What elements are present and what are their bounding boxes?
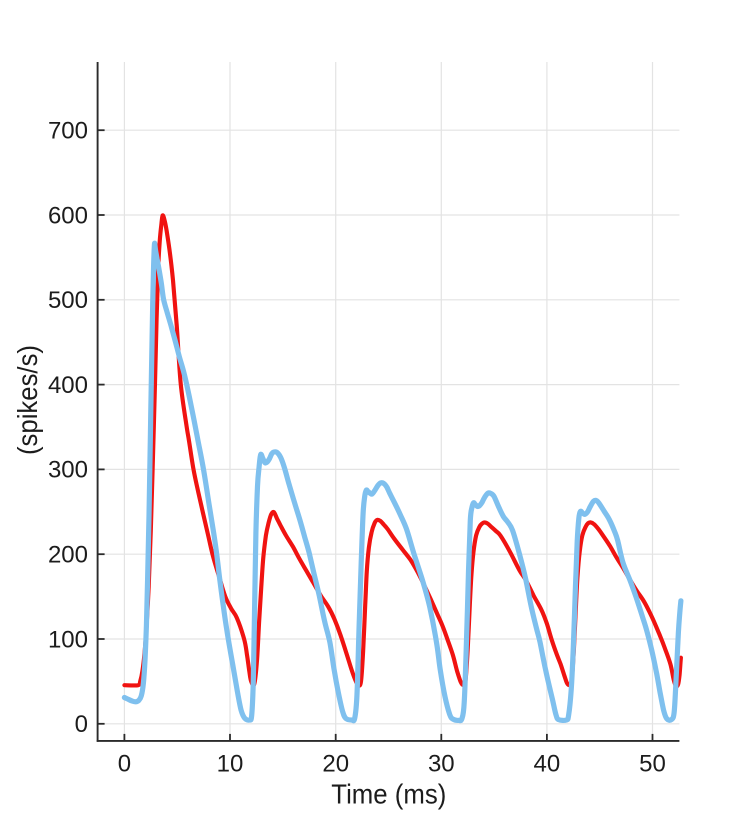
- svg-text:700: 700: [48, 118, 88, 145]
- svg-text:400: 400: [48, 372, 88, 399]
- svg-text:40: 40: [534, 751, 561, 778]
- svg-text:0: 0: [118, 751, 131, 778]
- svg-text:600: 600: [48, 202, 88, 229]
- svg-text:10: 10: [217, 751, 244, 778]
- svg-text:0: 0: [75, 711, 88, 738]
- svg-text:20: 20: [322, 751, 349, 778]
- svg-text:100: 100: [48, 626, 88, 653]
- svg-text:Time (ms): Time (ms): [331, 779, 446, 810]
- svg-text:300: 300: [48, 457, 88, 484]
- svg-text:(spikes/s): (spikes/s): [12, 345, 43, 455]
- svg-text:500: 500: [48, 287, 88, 314]
- svg-text:50: 50: [639, 751, 666, 778]
- svg-text:200: 200: [48, 542, 88, 569]
- svg-text:30: 30: [428, 751, 455, 778]
